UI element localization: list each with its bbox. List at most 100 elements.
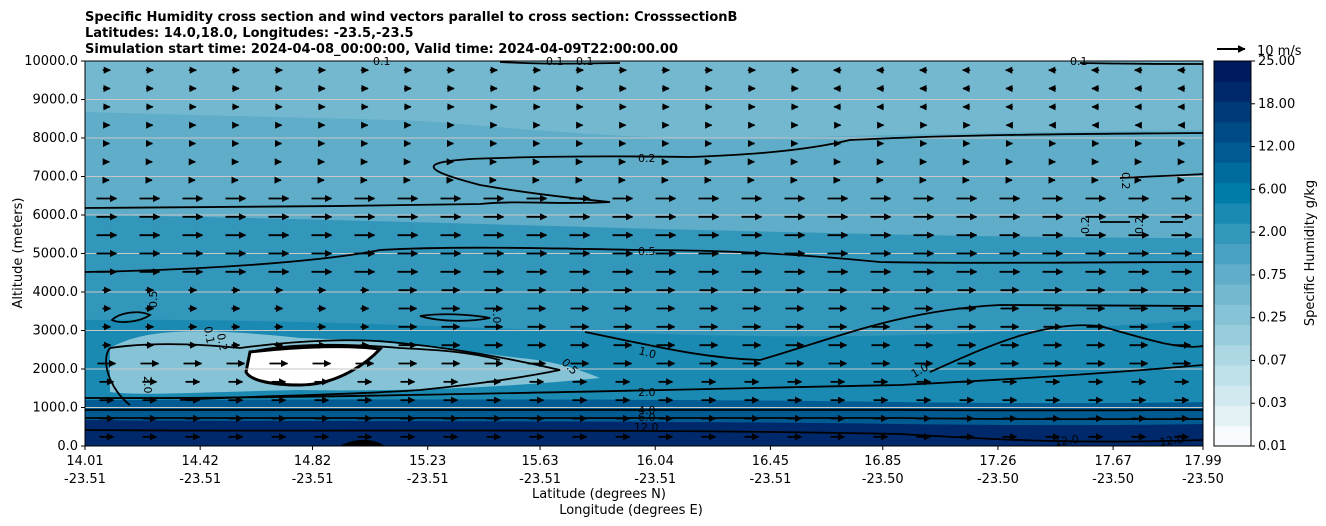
x-tick-lat: 16.04: [637, 454, 674, 469]
contour-label: 0.1: [201, 325, 217, 344]
colorbar-swatch: [1214, 142, 1251, 163]
x-tick-lon: -23.51: [407, 472, 449, 487]
x-tick-lat: 14.82: [294, 454, 331, 469]
contour-label: 0.2: [1133, 217, 1146, 235]
x-tick-lat: 17.26: [979, 454, 1016, 469]
colorbar-tick-label: 0.75: [1258, 268, 1287, 283]
contour-1.0-loop: [419, 313, 491, 322]
contour-label: 0.2: [1119, 172, 1132, 190]
contour-label: 0.2: [1079, 217, 1092, 235]
colorbar-swatch: [1214, 283, 1251, 305]
y-tick-label: 6000.0: [33, 208, 79, 223]
x-tick-lon: -23.50: [862, 472, 904, 487]
colorbar-swatch: [1214, 364, 1251, 386]
y-tick-label: 0.0: [57, 439, 78, 454]
contour-label: 2.0: [141, 376, 154, 394]
colorbar-tick-label: 0.01: [1258, 439, 1287, 454]
colorbar-swatch: [1214, 101, 1251, 123]
colorbar-swatch: [1214, 223, 1251, 244]
colorbar-tick-label: 0.03: [1258, 396, 1287, 411]
y-tick-label: 4000.0: [33, 285, 79, 300]
colorbar-label: Specific Humidity g/kg: [1303, 180, 1318, 326]
contour-12.0: [85, 429, 1203, 443]
y-tick-label: 9000.0: [33, 93, 79, 108]
x-tick-lon: -23.51: [292, 472, 334, 487]
colorbar-frame: [1213, 60, 1252, 447]
contour-0.1-top-right: [1079, 62, 1203, 65]
contour-label: 1.0: [637, 344, 657, 361]
y-tick-label: 3000.0: [33, 324, 79, 339]
fill-terrain-spot: [340, 439, 385, 446]
colorbar-tick-label: 25.00: [1258, 54, 1295, 69]
contour-label: 0.2: [214, 332, 230, 351]
contour-4.0: [85, 408, 1203, 412]
colorbar-swatch: [1214, 61, 1251, 82]
colorbar-swatch: [1214, 425, 1251, 447]
x-axis-label-line-2: Longitude (degrees E): [559, 503, 703, 518]
x-tick-lon: -23.51: [749, 472, 791, 487]
contour-2.0: [105, 339, 561, 406]
contour-6.0: [85, 416, 1203, 421]
y-axis-label: Altitude (meters): [11, 198, 26, 309]
y-tick-label: 5000.0: [33, 247, 79, 262]
contour-0.5: [85, 246, 1203, 273]
contour-0.2-right: [1119, 173, 1203, 179]
colorbar-swatch: [1214, 81, 1251, 103]
plot-area: [85, 61, 1203, 446]
contour-label: 4.0: [638, 404, 656, 417]
x-tick-lat: 15.63: [521, 454, 558, 469]
contour-label: 6.0: [638, 411, 656, 424]
colorbar-swatch: [1214, 385, 1251, 407]
contour-label: 0.5: [638, 245, 656, 258]
y-axis: 0.0 1000.0 2000.0 3000.0 4000.0 5000.0 6000.0 7…: [24, 54, 85, 454]
x-tick-lon: -23.51: [179, 472, 221, 487]
colorbar-swatch: [1214, 324, 1251, 346]
colorbar: 0.01 0.03 0.07 0.25 0.75 2.00 6.00 12.00 18.00 25…: [1214, 54, 1295, 454]
colorbar-swatch: [1214, 243, 1251, 265]
x-tick-lon: -23.51: [634, 472, 676, 487]
contour-label: 12.0: [634, 421, 659, 434]
x-tick-lon: -23.51: [519, 472, 561, 487]
contour-label: 12.0: [1054, 433, 1080, 449]
contour-1.0: [584, 304, 1203, 361]
colorbar-swatch: [1214, 344, 1251, 366]
contour-0.1-top: [499, 61, 621, 65]
x-tick-lat: 16.85: [864, 454, 901, 469]
x-tick-lon: -23.50: [1092, 472, 1134, 487]
x-tick-lat: 14.01: [66, 454, 103, 469]
y-tick-label: 1000.0: [33, 401, 79, 416]
colorbar-tick-label: 0.25: [1258, 311, 1287, 326]
x-tick-lat: 16.45: [752, 454, 789, 469]
chart-title-line-2: Latitudes: 14.0,18.0, Longitudes: -23.5,…: [85, 26, 414, 41]
contour-label: 12.0: [1159, 433, 1185, 449]
colorbar-tick-label: 2.00: [1258, 225, 1287, 240]
colorbar-swatch: [1214, 121, 1251, 143]
contour-label: 1.0: [490, 306, 503, 324]
colorbar-swatch: [1214, 263, 1251, 285]
x-axis-label-line-1: Latitude (degrees N): [532, 487, 666, 502]
colorbar-tick-label: 0.07: [1258, 353, 1287, 368]
colorbar-swatch: [1214, 202, 1251, 224]
colorbar-swatch: [1214, 304, 1251, 326]
x-tick-lat: 15.23: [409, 454, 446, 469]
colorbar-swatch: [1214, 162, 1251, 184]
chart-title-line-1: Specific Humidity cross section and wind…: [85, 10, 737, 25]
fill-surface-layer: [85, 420, 1203, 446]
colorbar-swatch: [1214, 405, 1251, 427]
x-tick-lon: -23.50: [977, 472, 1019, 487]
y-tick-label: 10000.0: [24, 54, 78, 69]
y-tick-label: 2000.0: [33, 362, 79, 377]
colorbar-swatch: [1214, 182, 1251, 204]
y-tick-label: 7000.0: [33, 170, 79, 185]
x-tick-lat: 17.67: [1095, 454, 1132, 469]
contour-0.5-loop: [110, 311, 152, 323]
x-tick-lat: 17.99: [1184, 454, 1221, 469]
contour-label: 0.2: [638, 152, 656, 165]
x-tick-lon: -23.51: [64, 472, 106, 487]
colorbar-tick-label: 6.00: [1258, 182, 1287, 197]
wind-legend-label: 10 m/s: [1257, 44, 1302, 59]
x-tick-lat: 14.42: [182, 454, 219, 469]
wind-vectors: [96, 66, 1193, 441]
x-tick-lon: -23.50: [1182, 472, 1224, 487]
contour-label: 0.5: [147, 291, 160, 309]
